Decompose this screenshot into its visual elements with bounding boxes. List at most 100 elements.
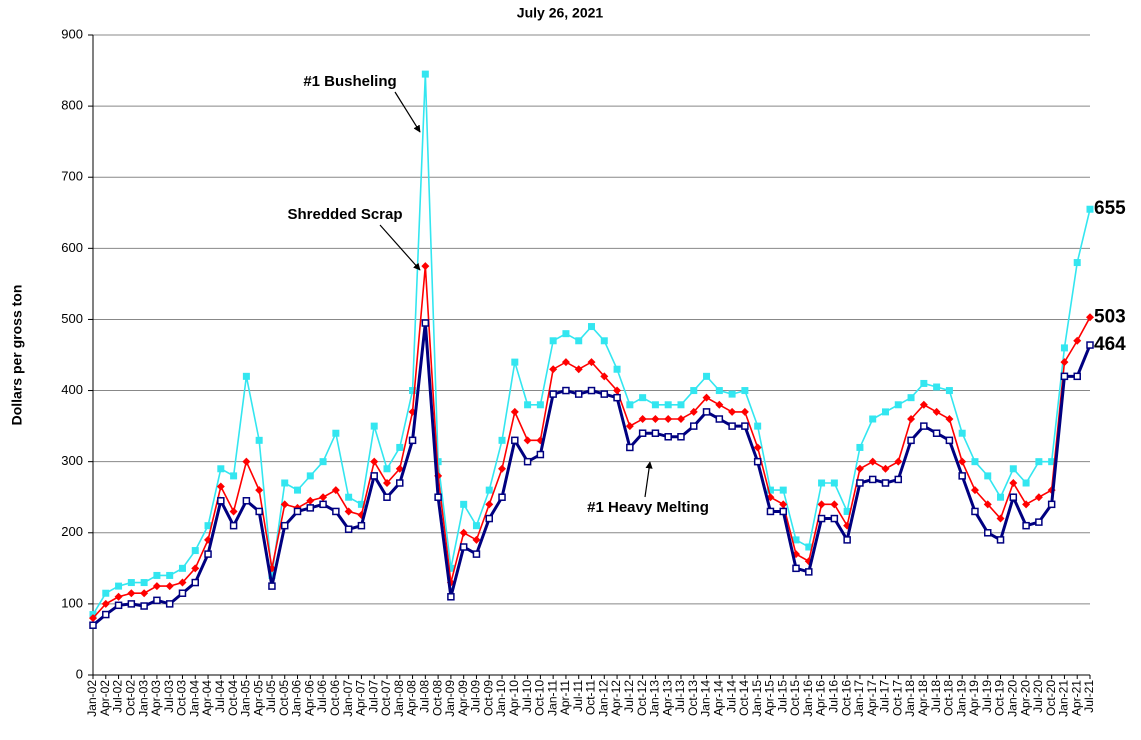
x-tick-label: Apr-05	[251, 680, 265, 716]
marker	[127, 579, 135, 587]
marker	[1009, 465, 1017, 473]
marker	[102, 610, 110, 619]
marker	[485, 514, 493, 523]
marker	[447, 564, 455, 572]
x-tick-label: Jan-14	[699, 680, 713, 717]
x-tick-label: Oct-14	[737, 680, 751, 716]
x-tick-label: Jul-05	[264, 680, 278, 713]
marker	[459, 528, 468, 537]
marker	[89, 614, 97, 623]
x-tick-label: Oct-02	[124, 680, 138, 716]
x-tick-label: Jan-08	[392, 680, 406, 717]
marker	[344, 525, 353, 533]
y-tick-label: 600	[61, 240, 83, 255]
marker	[1086, 205, 1094, 213]
marker	[421, 262, 430, 271]
series-annotation: Shredded Scrap	[287, 206, 402, 223]
x-tick-label: Oct-07	[379, 680, 393, 716]
y-axis-label: Dollars per gross ton	[9, 285, 25, 426]
marker	[702, 393, 711, 402]
x-tick-label: Jul-16	[827, 680, 841, 713]
series-annotation: #1 Heavy Melting	[587, 499, 709, 516]
marker	[101, 599, 110, 608]
marker	[1086, 341, 1094, 349]
marker	[485, 500, 494, 509]
marker	[639, 394, 647, 402]
y-tick-label: 0	[76, 666, 83, 681]
x-tick-label: Jul-11	[571, 680, 585, 712]
marker	[1073, 372, 1081, 381]
marker	[805, 543, 813, 551]
x-tick-label: Oct-18	[942, 680, 956, 716]
annotation-arrow	[644, 461, 653, 498]
x-tick-label: Jul-18	[929, 680, 943, 713]
marker	[1022, 521, 1030, 530]
marker	[191, 564, 200, 573]
chart-title: July 26, 2021	[517, 5, 604, 21]
marker	[970, 486, 979, 495]
marker	[945, 415, 954, 423]
marker	[600, 337, 608, 345]
end-label: 464	[1094, 334, 1126, 355]
marker	[613, 365, 621, 373]
marker	[997, 493, 1005, 501]
marker	[958, 429, 966, 437]
marker	[242, 457, 251, 466]
marker	[549, 337, 557, 345]
marker	[549, 390, 557, 398]
x-tick-label: Oct-03	[175, 680, 189, 716]
marker	[255, 436, 263, 444]
marker	[408, 436, 417, 445]
marker	[485, 486, 493, 494]
marker	[217, 497, 225, 505]
marker	[894, 401, 902, 409]
marker	[562, 386, 570, 395]
marker	[498, 436, 506, 444]
x-tick-label: Apr-04	[200, 680, 214, 716]
marker	[843, 507, 851, 515]
marker	[1073, 336, 1082, 345]
marker	[140, 579, 148, 587]
marker	[792, 536, 800, 544]
marker	[1035, 518, 1043, 526]
x-tick-label: Apr-16	[814, 680, 828, 716]
x-tick-label: Jan-20	[1005, 680, 1019, 717]
marker	[753, 443, 762, 452]
marker	[958, 457, 967, 466]
marker	[153, 596, 161, 605]
marker	[817, 514, 826, 523]
marker	[536, 401, 544, 409]
marker	[1073, 259, 1081, 267]
marker	[217, 465, 225, 473]
marker	[856, 479, 864, 487]
x-tick-label: Jul-17	[878, 680, 892, 713]
marker	[651, 429, 660, 437]
marker	[319, 500, 327, 509]
marker	[306, 472, 314, 480]
marker	[830, 479, 838, 487]
marker	[728, 422, 736, 430]
marker	[396, 443, 404, 451]
marker	[574, 390, 583, 398]
marker	[1022, 500, 1031, 509]
marker	[370, 472, 378, 480]
marker	[255, 486, 264, 495]
marker	[817, 500, 826, 509]
marker	[677, 433, 685, 441]
y-tick-label: 200	[61, 524, 83, 539]
x-tick-label: Jan-03	[136, 680, 150, 717]
x-tick-label: Jan-16	[801, 680, 815, 717]
x-tick-label: Apr-21	[1069, 680, 1083, 716]
marker	[677, 401, 685, 409]
marker	[996, 514, 1005, 523]
x-tick-label: Jul-10	[520, 680, 534, 713]
x-tick-label: Oct-12	[635, 680, 649, 716]
marker	[178, 578, 187, 587]
marker	[434, 493, 442, 501]
marker	[715, 400, 724, 409]
marker	[971, 458, 979, 466]
x-tick-label: Apr-07	[354, 680, 368, 716]
y-tick-label: 100	[61, 595, 83, 610]
x-tick-label: Jan-06	[290, 680, 304, 717]
